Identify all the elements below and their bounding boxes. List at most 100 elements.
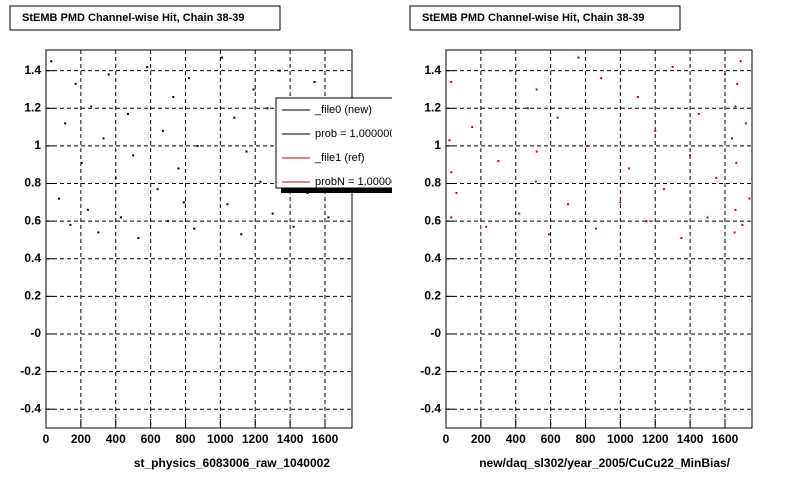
y-tick-label: 0.4 xyxy=(24,251,41,265)
point xyxy=(58,197,61,200)
x-tick-label: 800 xyxy=(175,432,195,446)
y-tick-label: 1.2 xyxy=(424,100,441,114)
point xyxy=(90,105,93,108)
point xyxy=(259,180,262,183)
y-tick-label: -0 xyxy=(430,326,441,340)
x-axis-label: st_physics_6083006_raw_1040002 xyxy=(134,456,330,470)
y-tick-label: -0.4 xyxy=(420,401,441,415)
y-tick-label: 1 xyxy=(434,138,441,152)
x-tick-label: 1600 xyxy=(312,432,339,446)
point xyxy=(167,220,170,223)
point xyxy=(278,69,281,72)
point xyxy=(733,231,736,234)
y-tick-label: 0.8 xyxy=(424,176,441,190)
point xyxy=(156,188,159,191)
point xyxy=(739,60,742,63)
x-tick-label: 400 xyxy=(506,432,526,446)
point xyxy=(715,176,718,179)
point xyxy=(736,82,739,85)
y-tick-label: 0.2 xyxy=(424,289,441,303)
legend-label: probN = 1.000000 xyxy=(315,176,403,188)
point xyxy=(107,73,110,76)
x-tick-label: 0 xyxy=(443,432,450,446)
point xyxy=(741,223,744,226)
x-tick-label: 1600 xyxy=(712,432,739,446)
point xyxy=(64,122,67,125)
point xyxy=(313,80,316,83)
point xyxy=(161,129,164,132)
point xyxy=(654,129,657,132)
point xyxy=(271,212,274,215)
point xyxy=(734,208,737,211)
point xyxy=(471,126,474,129)
point xyxy=(586,144,589,147)
y-tick-label: 0.4 xyxy=(424,251,441,265)
point xyxy=(556,116,559,119)
point xyxy=(628,167,631,170)
y-tick-label: -0.2 xyxy=(20,364,41,378)
y-tick-label: -0 xyxy=(30,326,41,340)
point xyxy=(450,216,453,219)
point xyxy=(252,88,255,91)
title-box xyxy=(9,5,281,31)
plot-frame xyxy=(445,49,753,429)
point xyxy=(172,96,175,99)
point xyxy=(723,73,726,76)
x-tick-label: 200 xyxy=(471,432,491,446)
point xyxy=(146,65,149,68)
point xyxy=(706,216,709,219)
point xyxy=(497,159,500,162)
point xyxy=(119,216,122,219)
y-tick-label: 1 xyxy=(34,138,41,152)
panel: StEMB PMD Channel-wise Hit, Chain 38-39 -… xyxy=(9,5,403,470)
point xyxy=(196,144,199,147)
point xyxy=(74,82,77,85)
x-tick-label: 1000 xyxy=(207,432,234,446)
y-tick-label: 1.2 xyxy=(24,100,41,114)
point xyxy=(177,167,180,170)
point xyxy=(734,105,737,108)
point xyxy=(80,161,83,164)
point xyxy=(240,233,243,236)
legend-label: _file0 (new) xyxy=(314,104,372,116)
x-tick-label: 1000 xyxy=(607,432,634,446)
panel: StEMB PMD Channel-wise Hit, Chain 38-39 -… xyxy=(409,5,753,470)
x-tick-label: 600 xyxy=(141,432,161,446)
point xyxy=(645,220,648,223)
legend-label: prob = 1.000000 xyxy=(315,128,395,140)
x-tick-label: 1200 xyxy=(242,432,269,446)
x-tick-label: 1400 xyxy=(277,432,304,446)
point xyxy=(448,139,451,142)
point xyxy=(485,225,488,228)
point xyxy=(518,212,521,215)
point xyxy=(69,223,72,226)
y-tick-label: 0.8 xyxy=(24,176,41,190)
point xyxy=(577,56,580,59)
point xyxy=(697,112,700,115)
point xyxy=(233,116,236,119)
point xyxy=(735,161,738,164)
x-tick-label: 600 xyxy=(541,432,561,446)
chart-title: StEMB PMD Channel-wise Hit, Chain 38-39 xyxy=(22,12,244,24)
point xyxy=(327,216,330,219)
x-tick-label: 1400 xyxy=(677,432,704,446)
point xyxy=(567,203,570,206)
point xyxy=(748,197,751,200)
point xyxy=(730,137,733,140)
point xyxy=(132,154,135,157)
point xyxy=(680,237,683,240)
legend-label: _file1 (ref) xyxy=(314,152,365,164)
point xyxy=(245,150,248,153)
y-tick-label: 1.4 xyxy=(424,63,441,77)
point xyxy=(619,201,622,204)
y-tick-label: 0.2 xyxy=(24,289,41,303)
point xyxy=(594,227,597,230)
point xyxy=(509,69,512,72)
title-box xyxy=(409,5,681,31)
x-tick-label: 1200 xyxy=(642,432,669,446)
chart-title: StEMB PMD Channel-wise Hit, Chain 38-39 xyxy=(422,12,644,24)
x-tick-label: 400 xyxy=(106,432,126,446)
x-tick-label: 800 xyxy=(575,432,595,446)
point xyxy=(102,137,105,140)
